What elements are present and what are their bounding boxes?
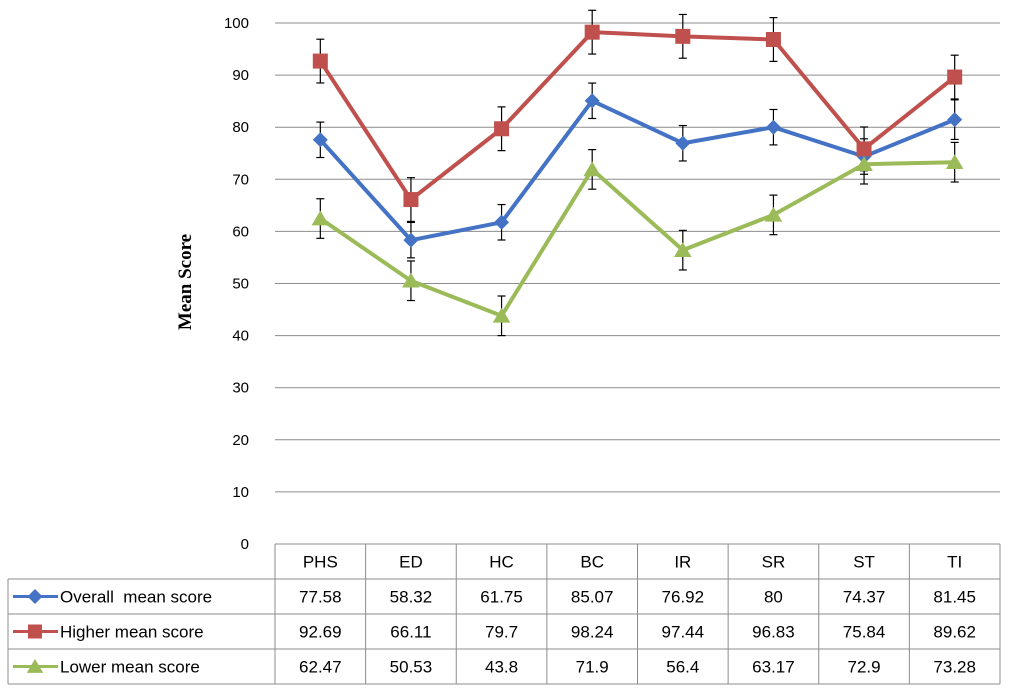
series-line-overall-mean-score [318, 98, 956, 243]
data-label: 77.58 [299, 588, 342, 607]
y-tick-label: 20 [232, 432, 249, 449]
y-tick-label: 30 [232, 380, 249, 397]
gridlines [275, 22, 1000, 493]
data-label: 89.62 [933, 623, 976, 642]
data-point [583, 161, 601, 177]
series-line-lower-mean-score [319, 160, 955, 318]
x-tick-label: BC [580, 553, 604, 572]
data-point [403, 192, 419, 208]
data-point [945, 154, 964, 170]
data-label: 63.17 [752, 658, 795, 677]
y-tick-label: 10 [232, 484, 249, 501]
y-axis-ticks: 0 10 20 30 40 50 60 70 80 90 100 [224, 15, 249, 553]
legend-marker [27, 589, 43, 604]
data-label: 80 [764, 588, 783, 607]
data-point [947, 69, 963, 85]
data-label: 56.4 [666, 658, 699, 677]
series-line-higher-mean-score [318, 30, 956, 202]
y-axis-label: Mean Score [175, 234, 196, 330]
data-point [856, 141, 872, 157]
data-label: 75.84 [843, 623, 886, 642]
data-label: 97.44 [662, 623, 705, 642]
data-point [312, 53, 328, 69]
series-lines [318, 30, 956, 318]
y-tick-label: 90 [232, 67, 249, 84]
x-tick-label: PHS [303, 553, 338, 572]
legend-key-lower-mean-score [13, 659, 58, 673]
y-tick-label: 100 [224, 15, 249, 32]
legend-key-overall-mean-score [13, 589, 58, 604]
data-label: 50.53 [390, 658, 433, 677]
series-markers [311, 24, 964, 323]
data-label: 92.69 [299, 623, 342, 642]
legend-marker [26, 659, 44, 673]
data-label: 71.9 [576, 658, 609, 677]
data-point [765, 119, 781, 135]
x-tick-label: ST [853, 553, 875, 572]
legend-label: Higher mean score [60, 623, 204, 642]
data-point [311, 210, 330, 226]
y-tick-label: 60 [232, 223, 249, 240]
data-point [584, 93, 600, 109]
data-point [403, 232, 419, 248]
data-label: 43.8 [485, 658, 518, 677]
data-point [765, 32, 781, 48]
x-tick-label: IR [674, 553, 691, 572]
data-point [675, 135, 691, 151]
x-tick-label: TI [947, 553, 962, 572]
data-point [402, 272, 420, 288]
legend-key-higher-mean-score [13, 624, 58, 639]
data-point [584, 24, 600, 40]
data-point [494, 121, 510, 137]
data-point [855, 156, 873, 171]
data-label: 85.07 [571, 588, 614, 607]
data-label: 61.75 [480, 588, 523, 607]
data-label: 72.9 [848, 658, 881, 677]
y-tick-label: 80 [232, 119, 249, 136]
x-tick-label: SR [762, 553, 786, 572]
data-table: PHS ED HC BC IR SR ST TI Overall mean score 77.58… [7, 543, 1001, 685]
data-point [674, 242, 692, 257]
data-label: 96.83 [752, 623, 795, 642]
data-label: 76.92 [662, 588, 705, 607]
legend-label: Lower mean score [60, 658, 200, 677]
legend-marker [28, 624, 42, 639]
data-point [494, 214, 510, 230]
y-tick-label: 40 [232, 328, 249, 345]
data-point [312, 132, 328, 148]
data-label: 66.11 [390, 623, 431, 642]
data-label: 58.32 [390, 588, 433, 607]
y-tick-label: 0 [241, 536, 249, 553]
data-label: 81.45 [933, 588, 976, 607]
legend-label: Overall mean score [60, 588, 212, 607]
data-label: 74.37 [843, 588, 886, 607]
data-label: 62.47 [299, 658, 342, 677]
x-tick-label: HC [489, 553, 514, 572]
data-label: 98.24 [571, 623, 614, 642]
x-tick-label: ED [399, 553, 423, 572]
data-point [764, 206, 783, 222]
data-point [492, 307, 511, 323]
y-tick-label: 70 [232, 171, 249, 188]
data-label: 73.28 [933, 658, 976, 677]
y-tick-label: 50 [232, 276, 249, 293]
data-point [947, 112, 963, 128]
data-point [675, 28, 691, 44]
data-label: 79.7 [485, 623, 518, 642]
